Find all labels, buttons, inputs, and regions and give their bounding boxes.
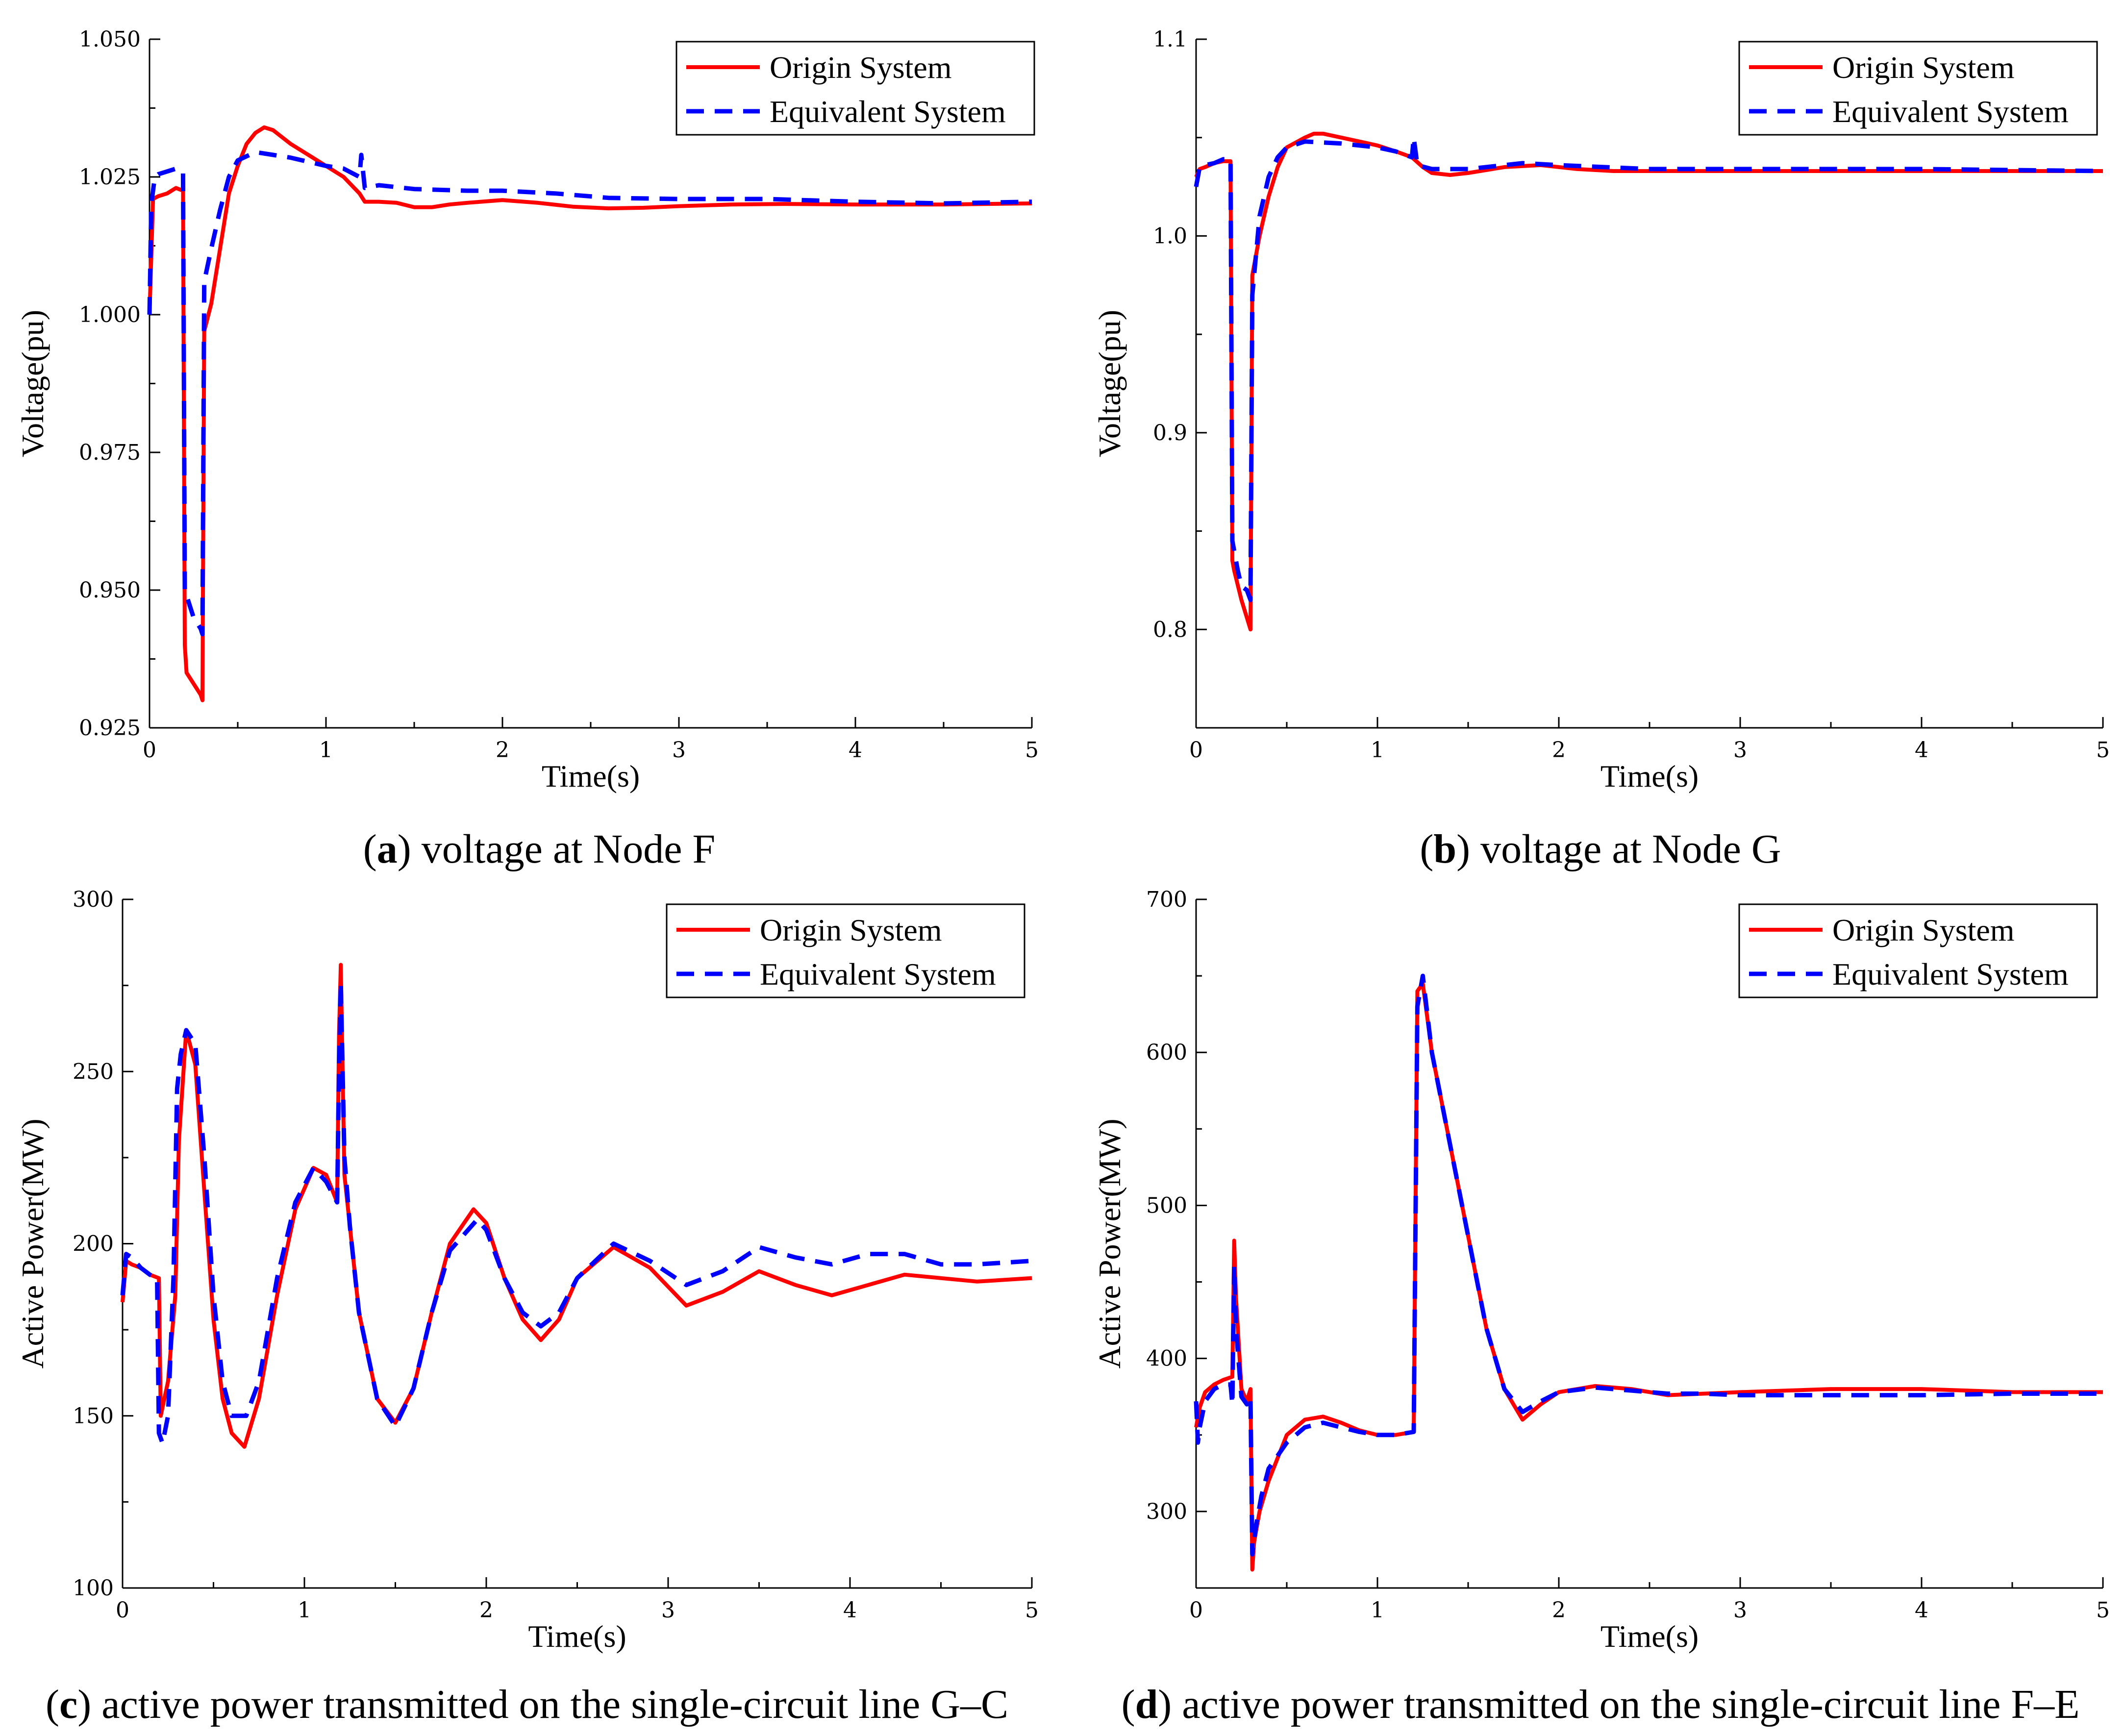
legend-box xyxy=(666,903,1025,998)
chart-panel-d: 0 1 2 3 4 5 300 400 500 600 700 Time(s) Active Power… xyxy=(1092,887,2110,1727)
x-tick-label: 2 xyxy=(496,738,509,763)
legend-label-origin: Origin System xyxy=(770,50,952,85)
y-tick-label: 0.8 xyxy=(1153,617,1187,642)
y-axis-label: Voltage(pu) xyxy=(1092,310,1127,457)
x-tick-label: 5 xyxy=(2096,738,2110,763)
y-tick-label: 1.025 xyxy=(79,165,141,190)
chart-panel-c: 0 1 2 3 4 5 100 150 200 250 300 Time(s) Active Power… xyxy=(15,887,1039,1727)
x-tick-label: 4 xyxy=(849,738,862,763)
y-tick-label: 0.925 xyxy=(79,716,141,741)
caption-b: (b) voltage at Node G xyxy=(1420,826,1781,872)
series-line-origin-system xyxy=(148,125,1032,702)
x-axis-label: Time(s) xyxy=(1600,759,1699,794)
x-axis-label: Time(s) xyxy=(1600,1619,1699,1654)
legend-label-origin: Origin System xyxy=(1832,913,2015,947)
y-tick-label: 0.975 xyxy=(79,440,141,465)
chart-panel-a: 0 1 2 3 4 5 0.925 0.950 0.975 1.000 1.025 1.050 Time… xyxy=(15,27,1039,872)
y-tick-label: 1.000 xyxy=(79,302,141,327)
legend: Origin System Equivalent System xyxy=(1738,41,2098,136)
y-tick-label: 200 xyxy=(73,1232,114,1257)
y-tick-label: 300 xyxy=(1146,1499,1187,1524)
legend-box xyxy=(1738,903,2098,998)
legend-box xyxy=(1738,41,2098,136)
x-tick-label: 1 xyxy=(319,738,333,763)
series-line-equivalent-system xyxy=(120,980,1032,1446)
x-tick-label: 1 xyxy=(1371,738,1384,763)
x-tick-label: 5 xyxy=(1025,738,1039,763)
y-tick-label: 150 xyxy=(73,1404,114,1429)
x-tick-label: 5 xyxy=(1025,1598,1039,1623)
y-tick-label: 1.1 xyxy=(1153,27,1187,52)
legend-label-equivalent: Equivalent System xyxy=(1832,957,2069,992)
x-axis-label: Time(s) xyxy=(542,759,640,794)
legend-box xyxy=(675,41,1035,136)
series-line-equivalent-system xyxy=(147,149,1032,637)
x-tick-label: 4 xyxy=(843,1598,857,1623)
y-tick-label: 600 xyxy=(1146,1040,1187,1065)
y-tick-label: 700 xyxy=(1146,887,1187,912)
legend: Origin System Equivalent System xyxy=(666,903,1025,998)
y-tick-label: 0.9 xyxy=(1153,421,1187,446)
y-tick-label: 500 xyxy=(1146,1193,1187,1218)
y-axis-label: Active Power(MW) xyxy=(15,1118,50,1368)
x-tick-label: 2 xyxy=(479,1598,493,1623)
chart-panel-b: 0 1 2 3 4 5 0.8 0.9 1.0 1.1 Time(s) Voltage(pu) Orig… xyxy=(1092,27,2110,872)
y-tick-label: 1.050 xyxy=(79,27,141,52)
x-tick-label: 3 xyxy=(1733,1598,1747,1623)
x-tick-label: 5 xyxy=(2096,1598,2110,1623)
x-tick-label: 2 xyxy=(1552,738,1566,763)
x-tick-label: 4 xyxy=(1915,1598,1928,1623)
legend-label-origin: Origin System xyxy=(1832,50,2015,85)
x-tick-label: 3 xyxy=(672,738,686,763)
y-tick-label: 400 xyxy=(1146,1346,1187,1371)
legend-label-origin: Origin System xyxy=(760,913,942,947)
series-line-origin-system xyxy=(1194,131,2103,632)
caption-c: (c) active power transmitted on the sing… xyxy=(46,1682,1008,1727)
legend: Origin System Equivalent System xyxy=(675,41,1035,136)
caption-a: (a) voltage at Node F xyxy=(363,826,715,872)
x-tick-label: 1 xyxy=(1371,1598,1384,1623)
y-tick-label: 0.950 xyxy=(79,578,141,603)
caption-d: (d) active power transmitted on the sing… xyxy=(1122,1682,2080,1727)
x-tick-label: 3 xyxy=(661,1598,675,1623)
legend-label-equivalent: Equivalent System xyxy=(770,94,1006,129)
y-tick-label: 100 xyxy=(73,1576,114,1601)
y-tick-label: 1.0 xyxy=(1153,223,1187,248)
y-axis-label: Active Power(MW) xyxy=(1092,1118,1127,1368)
x-tick-label: 0 xyxy=(1189,1598,1203,1623)
x-tick-label: 4 xyxy=(1915,738,1928,763)
y-axis-label: Voltage(pu) xyxy=(15,310,50,457)
legend-label-equivalent: Equivalent System xyxy=(1832,94,2069,129)
x-tick-label: 0 xyxy=(116,1598,129,1623)
legend: Origin System Equivalent System xyxy=(1738,903,2098,998)
y-tick-label: 250 xyxy=(73,1059,114,1084)
x-tick-label: 2 xyxy=(1552,1598,1566,1623)
x-axis-label: Time(s) xyxy=(528,1619,626,1654)
x-tick-label: 3 xyxy=(1733,738,1747,763)
series-line-equivalent-system xyxy=(1194,973,2103,1557)
y-tick-label: 300 xyxy=(73,887,114,912)
x-tick-label: 0 xyxy=(143,738,156,763)
series-line-equivalent-system xyxy=(1194,135,2103,602)
legend-label-equivalent: Equivalent System xyxy=(760,957,996,992)
x-tick-label: 0 xyxy=(1189,738,1203,763)
x-tick-label: 1 xyxy=(298,1598,311,1623)
